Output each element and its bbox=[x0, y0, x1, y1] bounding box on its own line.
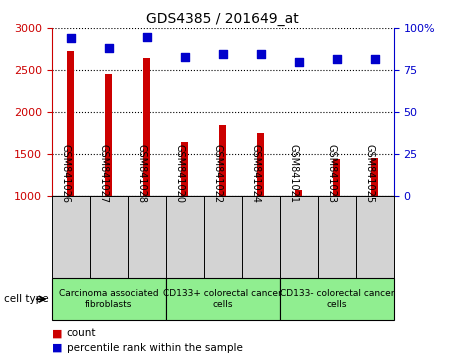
Text: GSM841027: GSM841027 bbox=[99, 144, 109, 203]
Text: GSM841020: GSM841020 bbox=[175, 144, 185, 203]
Text: GSM841028: GSM841028 bbox=[137, 144, 147, 203]
Bar bbox=[105, 74, 112, 196]
Bar bbox=[257, 132, 264, 196]
Point bbox=[181, 54, 189, 60]
Text: ■: ■ bbox=[52, 329, 62, 338]
Text: GSM841021: GSM841021 bbox=[289, 144, 299, 203]
Bar bbox=[181, 142, 188, 196]
Bar bbox=[333, 159, 340, 196]
Point bbox=[105, 46, 112, 51]
Text: Carcinoma associated
fibroblasts: Carcinoma associated fibroblasts bbox=[59, 290, 158, 309]
Point bbox=[295, 59, 302, 65]
Point bbox=[143, 34, 150, 40]
Point bbox=[67, 36, 74, 41]
Point bbox=[257, 51, 264, 56]
Point bbox=[371, 56, 378, 62]
Text: percentile rank within the sample: percentile rank within the sample bbox=[67, 343, 243, 353]
Text: GSM841024: GSM841024 bbox=[251, 144, 261, 203]
Bar bbox=[166, 278, 280, 320]
Bar bbox=[371, 158, 378, 196]
Text: GSM841022: GSM841022 bbox=[213, 144, 223, 203]
Text: GSM841026: GSM841026 bbox=[61, 144, 71, 203]
Bar bbox=[295, 190, 302, 196]
Text: GSM841023: GSM841023 bbox=[327, 144, 337, 203]
Bar bbox=[144, 58, 150, 196]
Point bbox=[219, 51, 226, 56]
Text: count: count bbox=[67, 329, 96, 338]
Text: ■: ■ bbox=[52, 343, 62, 353]
Point bbox=[333, 56, 340, 62]
Text: cell type: cell type bbox=[4, 294, 49, 304]
Bar bbox=[52, 278, 166, 320]
Text: CD133+ colorectal cancer
cells: CD133+ colorectal cancer cells bbox=[163, 290, 282, 309]
Text: GSM841025: GSM841025 bbox=[365, 144, 375, 203]
Title: GDS4385 / 201649_at: GDS4385 / 201649_at bbox=[146, 12, 299, 26]
Bar bbox=[219, 125, 226, 196]
Bar bbox=[68, 51, 74, 196]
Text: CD133- colorectal cancer
cells: CD133- colorectal cancer cells bbox=[279, 290, 394, 309]
Bar bbox=[280, 278, 394, 320]
